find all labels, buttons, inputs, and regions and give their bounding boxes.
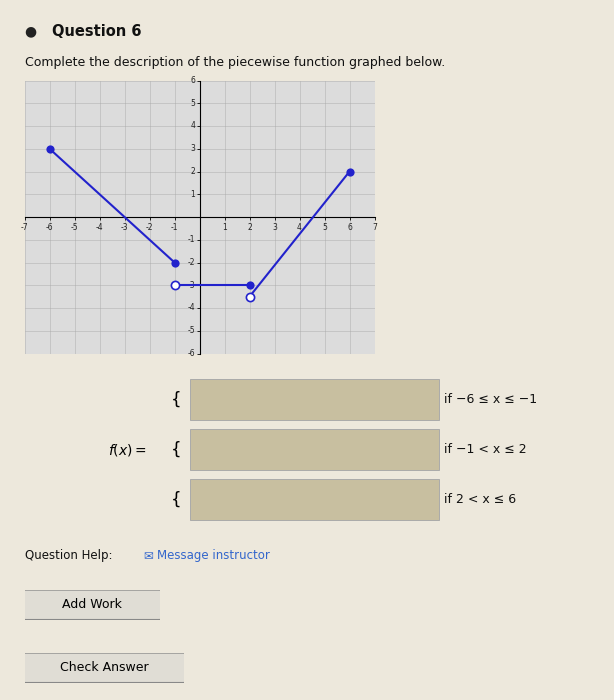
Text: ●: ● (25, 25, 37, 38)
Text: $f(x) =$: $f(x) =$ (108, 442, 147, 458)
Text: -5: -5 (71, 223, 79, 232)
Point (169, 279, 179, 291)
Text: -4: -4 (96, 223, 103, 232)
FancyBboxPatch shape (18, 653, 190, 682)
Text: Question Help:: Question Help: (25, 550, 112, 563)
Text: ✉: ✉ (144, 550, 158, 563)
Text: 6: 6 (347, 223, 352, 232)
Text: -3: -3 (121, 223, 128, 232)
Text: 7: 7 (372, 223, 377, 232)
Text: 3: 3 (272, 223, 277, 232)
Text: 4: 4 (190, 122, 195, 130)
FancyBboxPatch shape (190, 379, 438, 420)
Text: -6: -6 (46, 223, 53, 232)
FancyBboxPatch shape (190, 429, 438, 470)
Text: {: { (171, 441, 181, 458)
Text: 5: 5 (322, 223, 327, 232)
Text: -1: -1 (187, 235, 195, 244)
Text: if −6 ≤ x ≤ −1: if −6 ≤ x ≤ −1 (445, 393, 537, 406)
Point (344, 166, 354, 177)
Text: 1: 1 (190, 190, 195, 199)
Text: -4: -4 (187, 304, 195, 312)
Text: -5: -5 (187, 326, 195, 335)
Text: Check Answer: Check Answer (60, 662, 149, 674)
Text: 2: 2 (190, 167, 195, 176)
Text: -7: -7 (21, 223, 28, 232)
FancyBboxPatch shape (19, 590, 165, 620)
Text: Message instructor: Message instructor (157, 550, 270, 563)
Text: {: { (171, 391, 181, 409)
Text: 1: 1 (222, 223, 227, 232)
Point (45, 144, 55, 155)
Text: 2: 2 (247, 223, 252, 232)
Point (244, 291, 254, 302)
Text: if 2 < x ≤ 6: if 2 < x ≤ 6 (445, 494, 516, 506)
Text: -2: -2 (146, 223, 154, 232)
Text: 4: 4 (297, 223, 302, 232)
Text: -3: -3 (187, 281, 195, 290)
Text: -2: -2 (187, 258, 195, 267)
Text: -1: -1 (171, 223, 178, 232)
Text: 3: 3 (190, 144, 195, 153)
Point (244, 279, 254, 291)
Text: Add Work: Add Work (62, 598, 122, 611)
Text: -6: -6 (187, 349, 195, 358)
Point (169, 257, 179, 268)
Text: Question 6: Question 6 (52, 24, 142, 38)
Text: Complete the description of the piecewise function graphed below.: Complete the description of the piecewis… (25, 56, 445, 69)
Text: if −1 < x ≤ 2: if −1 < x ≤ 2 (445, 443, 527, 456)
Text: 6: 6 (190, 76, 195, 85)
Text: 5: 5 (190, 99, 195, 108)
Text: {: { (171, 491, 181, 509)
FancyBboxPatch shape (190, 480, 438, 520)
